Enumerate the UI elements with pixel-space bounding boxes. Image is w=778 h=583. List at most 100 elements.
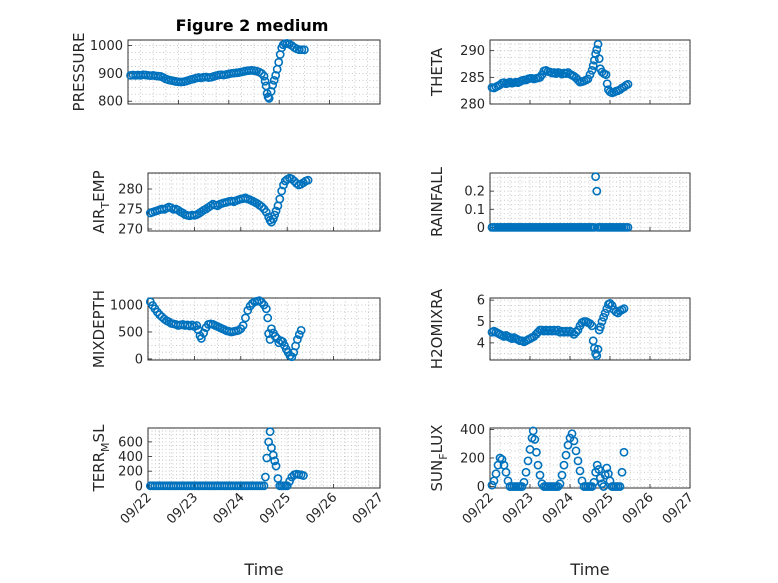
y-tick-label: 400 — [460, 423, 485, 438]
data-point — [275, 194, 285, 204]
data-point — [294, 330, 304, 340]
data-point — [487, 480, 497, 490]
data-point — [282, 481, 292, 491]
data-point — [607, 301, 617, 310]
subplot-6: 4 5 6 H2OMIXRA — [428, 288, 691, 369]
data-point — [592, 45, 602, 54]
figure-title: Figure 2 medium — [176, 16, 329, 35]
x-tick-label: 09/23 — [500, 490, 537, 527]
x-tick-label: 09/24 — [540, 490, 577, 527]
data-point — [271, 206, 281, 216]
data-point — [600, 308, 610, 318]
data-point — [263, 313, 273, 323]
y-tick-label: 0 — [477, 480, 485, 495]
y-axis-label: AIRTEMP — [90, 170, 112, 233]
data-point — [503, 476, 513, 486]
data-point — [196, 334, 206, 343]
data-point — [601, 70, 611, 80]
data-point — [270, 331, 280, 341]
x-tick-label: 09/23 — [164, 490, 201, 527]
data-point — [585, 70, 595, 80]
subplot-4: 0 0.1 0.2 RAINFALL — [428, 166, 691, 237]
data-point — [591, 172, 600, 182]
data-point — [571, 327, 581, 337]
y-tick-label: 275 — [118, 203, 143, 218]
data-point — [501, 467, 511, 477]
y-tick-label: 0.1 — [464, 203, 485, 218]
data-point — [533, 460, 543, 470]
data-point — [259, 71, 269, 81]
data-point — [602, 79, 612, 89]
y-tick-label: 280 — [118, 183, 143, 198]
y-tick-label: 0 — [135, 352, 143, 367]
data-point — [523, 456, 533, 466]
data-point — [259, 481, 269, 491]
data-point — [257, 202, 267, 211]
data-point — [599, 482, 608, 491]
data-point — [559, 460, 569, 470]
data-point — [594, 465, 604, 474]
data-point — [623, 79, 633, 89]
y-tick-label: 800 — [98, 95, 123, 110]
data-point — [583, 74, 593, 84]
data-point — [597, 317, 607, 326]
data-point — [602, 463, 612, 473]
data-point — [571, 446, 581, 456]
data-point — [593, 344, 603, 354]
data-point — [497, 455, 507, 464]
data-point — [615, 482, 625, 491]
axes-border — [147, 297, 381, 361]
data-point — [623, 222, 633, 232]
y-tick-label: 270 — [118, 223, 143, 238]
data-point — [495, 453, 505, 463]
y-tick-label: 0 — [135, 479, 143, 494]
y-axis-label: THETA — [428, 47, 446, 97]
data-point — [287, 174, 297, 184]
data-point — [530, 435, 540, 444]
x-tick-label: 09/22 — [118, 490, 155, 527]
x-tick-label: 09/25 — [257, 490, 294, 527]
data-point — [555, 479, 565, 489]
y-tick-label: 900 — [98, 67, 123, 82]
x-axis-label: Time — [569, 560, 609, 579]
data-point — [593, 39, 603, 49]
data-point — [594, 54, 604, 64]
data-point — [271, 461, 281, 471]
data-point — [573, 456, 583, 466]
data-point — [517, 482, 527, 491]
data-point — [535, 470, 545, 480]
data-point — [299, 471, 308, 480]
x-tick-label: 09/24 — [211, 490, 248, 527]
data-point — [588, 61, 598, 70]
data-point — [303, 175, 313, 185]
data-point — [528, 426, 538, 436]
data-point — [268, 450, 278, 460]
data-point — [267, 324, 276, 334]
x-axis-label: Time — [243, 560, 283, 579]
data-point — [243, 305, 253, 315]
y-tick-label: 1000 — [90, 39, 123, 54]
axes-frame — [489, 427, 691, 489]
data-point — [592, 460, 602, 470]
data-point — [268, 214, 278, 224]
data-point — [274, 57, 284, 67]
data-point — [260, 76, 270, 86]
y-tick-label: 1000 — [110, 299, 143, 314]
data-point — [573, 325, 583, 335]
y-tick-label: 400 — [118, 450, 143, 465]
y-tick-label: 5 — [477, 315, 485, 330]
axes-border — [489, 39, 691, 105]
data-point — [587, 482, 597, 491]
y-axis-label: MIXDEPTH — [90, 290, 108, 368]
y-axis-label: H2OMIXRA — [428, 288, 446, 369]
data-point — [599, 312, 608, 322]
data-point — [519, 477, 529, 487]
data-point — [241, 313, 250, 323]
data-point — [261, 304, 271, 314]
data-point — [587, 66, 597, 75]
data-point — [270, 210, 280, 220]
